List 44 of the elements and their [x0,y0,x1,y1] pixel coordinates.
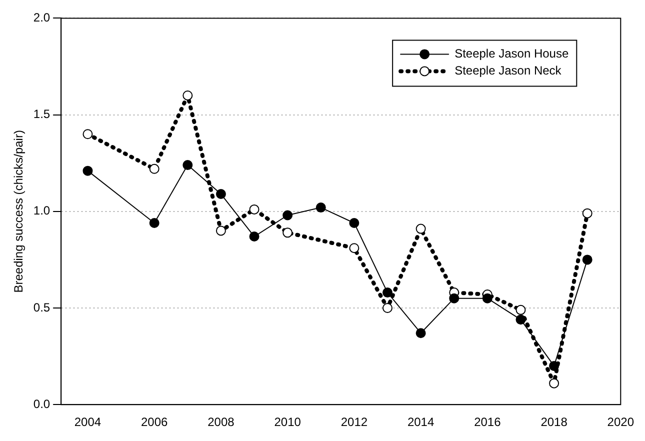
point [582,208,592,218]
y-tick-label: 0.0 [33,396,50,411]
y-tick-label: 1.0 [33,204,50,218]
point [549,360,560,371]
point [82,166,93,176]
point [416,224,426,234]
y-tick-label: 2.0 [33,10,50,25]
point [249,204,260,214]
x-tick-label: 2014 [407,415,434,430]
point [216,189,226,200]
x-tick-label: 2018 [540,415,568,430]
point [416,328,426,338]
point [316,202,326,213]
point [516,314,526,325]
x-tick-label: 2006 [140,415,168,430]
point [249,232,260,242]
x-tick-label: 2004 [74,415,102,430]
x-tick-label: 2012 [340,415,368,430]
point [282,210,293,220]
point [382,288,392,298]
point [349,218,360,228]
y-tick-label: 1.5 [33,107,50,122]
x-tick-label: 2010 [274,415,302,430]
point [449,293,460,304]
x-tick-label: 2016 [474,415,502,430]
x-tick-label: 2020 [607,415,634,430]
legend-label: Steeple Jason House [454,46,569,61]
point [582,254,592,265]
point [216,226,226,236]
x-tick-label: 2008 [208,415,235,430]
point [349,243,360,254]
point [516,304,526,315]
point [82,129,93,140]
point [149,218,160,228]
point [382,303,392,313]
point [149,164,160,174]
point [182,90,193,100]
legend-label: Steeple Jason Neck [454,64,562,78]
point [549,378,560,388]
point [482,293,492,304]
y-axis-title: Breeding success (chicks/pair) [12,130,26,293]
point [282,228,293,238]
y-tick-label: 0.5 [33,300,50,314]
point [182,160,193,170]
